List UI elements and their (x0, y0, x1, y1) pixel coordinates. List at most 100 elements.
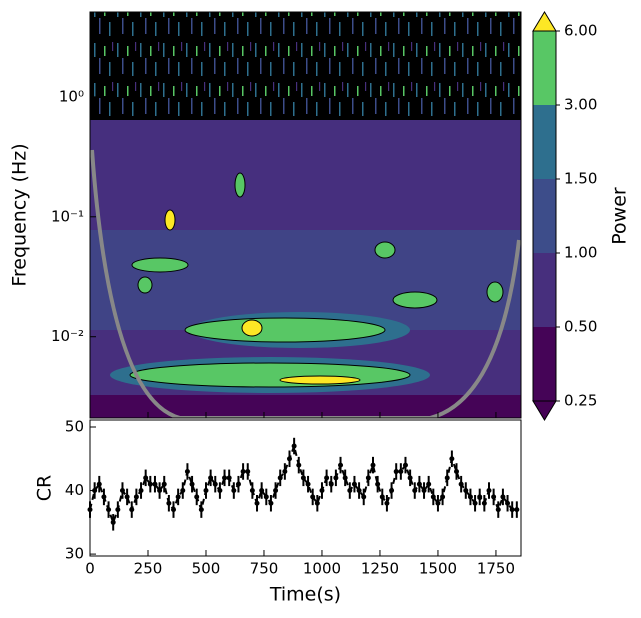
colorbar-band (533, 105, 556, 179)
colorbar-tick-label: 6.00 (564, 22, 597, 40)
data-point (96, 481, 102, 487)
data-point (365, 475, 371, 481)
data-point (208, 475, 214, 481)
data-point (509, 507, 515, 513)
data-point (333, 475, 339, 481)
data-point (273, 488, 279, 494)
x-tick-label: 250 (134, 560, 163, 578)
x-axis-label: Time(s) (269, 584, 341, 606)
data-point (259, 488, 265, 494)
data-point (92, 488, 98, 494)
data-point (171, 507, 177, 513)
data-point (375, 481, 381, 487)
data-point (356, 488, 362, 494)
y-tick-label: 10⁻² (51, 327, 84, 345)
data-point (286, 456, 292, 462)
data-point (314, 500, 320, 506)
data-point (203, 488, 209, 494)
data-point (328, 481, 334, 487)
data-point (249, 488, 255, 494)
data-point (194, 494, 200, 500)
x-tick-label: 1750 (477, 560, 515, 578)
data-point (226, 475, 232, 481)
data-point (481, 500, 487, 506)
data-point (198, 507, 204, 513)
data-point (133, 494, 139, 500)
colorbar-extend-under (532, 400, 557, 421)
data-point (138, 488, 144, 494)
data-point (384, 500, 390, 506)
data-point (119, 488, 125, 494)
data-point (129, 507, 135, 513)
x-tick-label: 0 (85, 560, 95, 578)
data-point (231, 488, 237, 494)
data-point (115, 507, 121, 513)
x-tick-label: 1250 (361, 560, 399, 578)
x-tick-label: 1500 (419, 560, 457, 578)
data-point (435, 500, 441, 506)
data-point (254, 500, 260, 506)
data-point (212, 481, 218, 487)
data-point (430, 494, 436, 500)
data-point (175, 494, 181, 500)
data-point (393, 468, 399, 474)
data-point (454, 468, 460, 474)
plot-frame (89, 419, 522, 557)
data-point (124, 494, 130, 500)
data-point (106, 507, 112, 513)
data-point (245, 468, 251, 474)
data-point (426, 481, 432, 487)
data-point (143, 475, 149, 481)
data-point (514, 507, 520, 513)
data-point (416, 481, 422, 487)
y-tick-label: 10⁻¹ (51, 207, 84, 225)
data-point (407, 475, 413, 481)
data-point (87, 507, 93, 513)
data-point (161, 481, 167, 487)
wavelet-map (90, 12, 521, 418)
data-point (305, 481, 311, 487)
data-point (110, 519, 116, 525)
data-point (180, 488, 186, 494)
data-point (463, 488, 469, 494)
data-point (370, 462, 376, 468)
data-point (152, 481, 158, 487)
data-point (477, 494, 483, 500)
colorbar-extend-over (532, 11, 557, 32)
data-point (342, 475, 348, 481)
y-tick-label: 50 (65, 417, 84, 435)
data-point (166, 500, 172, 506)
colorbar-tick-label: 0.25 (564, 392, 597, 410)
y-tick-label: 10⁰ (59, 87, 84, 105)
x-tick-label: 500 (192, 560, 221, 578)
colorbar-tick-label: 0.50 (564, 318, 597, 336)
data-point (184, 468, 190, 474)
data-point (157, 488, 163, 494)
data-point (291, 443, 297, 449)
data-point (379, 494, 385, 500)
data-point (217, 488, 223, 494)
data-point (500, 494, 506, 500)
data-point (402, 462, 408, 468)
colorbar-band (533, 179, 556, 253)
x-tick-label: 1000 (303, 560, 341, 578)
plot-frame (89, 11, 522, 419)
x-tick-label: 750 (250, 560, 279, 578)
data-point (421, 488, 427, 494)
colorbar-tick-label: 1.00 (564, 244, 597, 262)
colorbar-band (533, 31, 556, 105)
data-point (389, 488, 395, 494)
data-point (467, 494, 473, 500)
data-point (444, 475, 450, 481)
colorbar-tick-label: 3.00 (564, 96, 597, 114)
data-point (347, 488, 353, 494)
data-point (310, 494, 316, 500)
data-point (277, 475, 283, 481)
data-point (505, 500, 511, 506)
data-point (412, 488, 418, 494)
data-point (324, 475, 330, 481)
y-axis-label: CR (34, 475, 56, 501)
y-tick-label: 40 (65, 481, 84, 499)
